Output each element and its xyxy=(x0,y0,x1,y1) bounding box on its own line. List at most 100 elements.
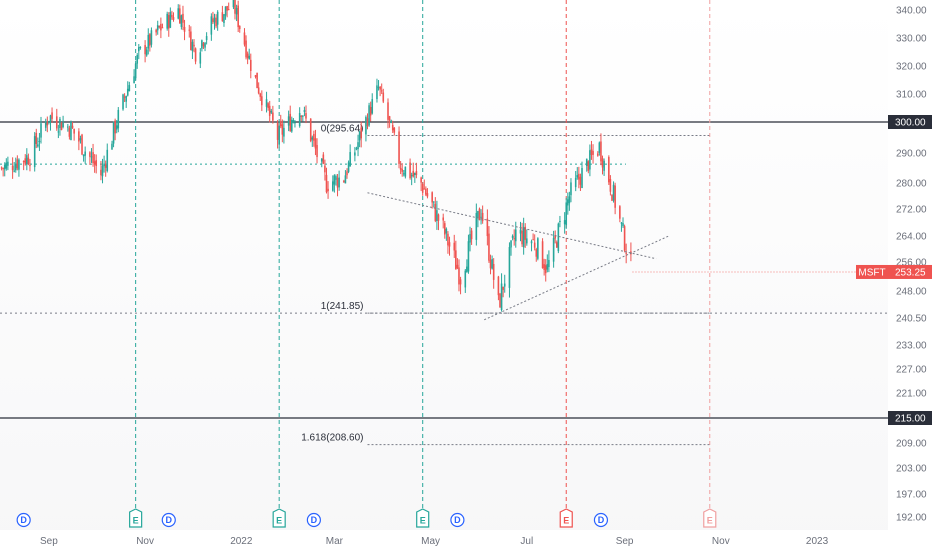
fib-level-label: 1.618(208.60) xyxy=(301,433,363,444)
y-tick-label: 330.00 xyxy=(896,34,927,45)
candle-body xyxy=(303,110,306,112)
symbol-tag xyxy=(856,264,888,279)
candle-body xyxy=(354,152,356,156)
candle-body xyxy=(172,17,175,20)
candle-body xyxy=(486,218,489,237)
candle-body xyxy=(287,116,290,126)
earnings-marker xyxy=(559,508,573,528)
candle-body xyxy=(401,169,404,172)
candle-body xyxy=(167,15,170,29)
candle-body xyxy=(145,49,148,56)
candle-body xyxy=(7,161,9,166)
candle-body xyxy=(204,42,206,48)
candle-body xyxy=(114,120,116,134)
candle-body xyxy=(537,238,539,259)
candle-body xyxy=(511,235,514,238)
candle-body xyxy=(106,149,109,171)
candle-body xyxy=(585,158,588,166)
candle-body xyxy=(254,75,257,77)
candle-body xyxy=(289,113,292,131)
candle-body xyxy=(298,113,301,127)
candle-body xyxy=(259,93,262,97)
candle-body xyxy=(24,158,27,164)
candle-body xyxy=(158,26,161,28)
candle-body xyxy=(590,149,593,156)
candle-body xyxy=(67,126,69,128)
candle-body xyxy=(434,203,437,221)
candle-body xyxy=(464,270,467,288)
candle-body xyxy=(614,185,616,208)
candle-body xyxy=(0,167,3,169)
candle-body xyxy=(368,105,370,126)
candle-body xyxy=(393,127,396,133)
y-tick-label: 320.00 xyxy=(896,62,927,73)
candle-body xyxy=(316,144,318,158)
candle-body xyxy=(101,165,104,177)
candle-body xyxy=(333,175,336,185)
y-tick-label: 310.00 xyxy=(896,90,927,101)
x-tick-label: Mar xyxy=(326,536,344,547)
candle-body xyxy=(202,43,205,47)
candle-body xyxy=(530,241,533,244)
candle-body xyxy=(480,216,482,218)
candle-body xyxy=(338,177,340,188)
candle-body xyxy=(221,12,224,22)
candle-body xyxy=(423,188,426,190)
candle-body xyxy=(104,164,107,168)
x-tick-label: Sep xyxy=(40,536,58,547)
candle-body xyxy=(92,152,94,164)
x-tick-label: Jul xyxy=(520,536,533,547)
candle-body xyxy=(292,120,295,122)
symbol-tag-label: MSFT xyxy=(858,267,885,278)
candle-body xyxy=(336,177,339,188)
candle-body xyxy=(281,124,284,135)
candle-body xyxy=(55,116,58,129)
candle-body xyxy=(73,128,75,134)
candle-body xyxy=(447,233,449,246)
candle-body xyxy=(365,116,367,135)
candle-body xyxy=(412,170,415,177)
candle-body xyxy=(546,264,549,270)
candle-body xyxy=(388,116,391,121)
candle-body xyxy=(171,14,173,18)
candle-body xyxy=(190,31,192,50)
earnings-marker xyxy=(703,508,717,528)
candle-body xyxy=(100,169,102,176)
candle-body xyxy=(27,157,30,165)
candle-body xyxy=(117,109,120,129)
candle-body xyxy=(144,45,146,55)
candle-body xyxy=(232,0,235,8)
candle-body xyxy=(387,102,389,120)
time-axis-bg xyxy=(0,530,932,550)
candle-body xyxy=(182,13,184,23)
fib-level-label: 0(295.64) xyxy=(321,124,364,135)
x-tick-label: 2022 xyxy=(230,536,253,547)
candle-body xyxy=(544,265,547,274)
candle-body xyxy=(522,227,525,248)
candle-body xyxy=(609,178,612,192)
candle-body xyxy=(93,161,96,165)
candle-body xyxy=(376,85,378,100)
x-tick-label: Nov xyxy=(136,536,154,547)
candle-body xyxy=(548,259,550,268)
candle-body xyxy=(596,153,599,156)
candle-body xyxy=(477,211,479,218)
candle-body xyxy=(216,11,219,25)
candle-body xyxy=(425,188,427,195)
candle-body xyxy=(16,159,19,169)
candle-body xyxy=(79,138,82,141)
candle-body xyxy=(305,113,307,119)
candle-body xyxy=(246,53,249,59)
candle-body xyxy=(598,142,601,153)
dividend-marker-label: D xyxy=(598,515,605,525)
candle-body xyxy=(533,242,536,248)
candle-body xyxy=(466,266,468,273)
x-tick-label: Sep xyxy=(616,536,634,547)
candle-body xyxy=(514,229,517,242)
candle-body xyxy=(84,151,86,156)
candle-body xyxy=(59,118,61,128)
candle-body xyxy=(344,175,347,184)
candle-body xyxy=(238,25,241,30)
candle-body xyxy=(390,120,392,124)
